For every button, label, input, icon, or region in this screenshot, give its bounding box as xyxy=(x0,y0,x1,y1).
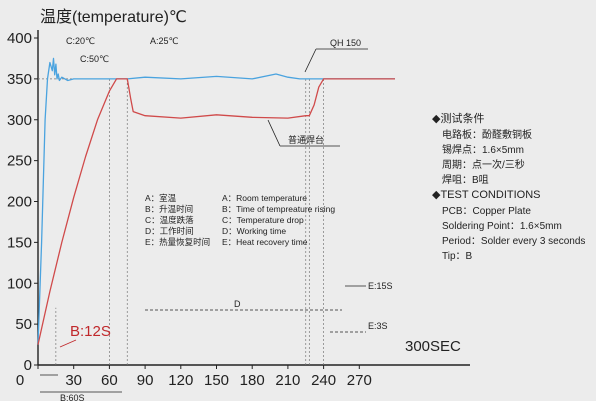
y-tick-label: 50 xyxy=(15,316,32,333)
legend-item-cn: A：室温 xyxy=(145,193,177,203)
x-tick-label: 210 xyxy=(275,372,300,389)
annotation-c20: C:20℃ xyxy=(66,36,95,46)
legend-item-en: C：Temperature drop xyxy=(222,215,304,225)
x-tick-label: 180 xyxy=(240,372,265,389)
conditions-cn-line: 焊咀：B咀 xyxy=(442,174,489,186)
qh150-pointer xyxy=(304,48,317,73)
b12-pointer xyxy=(59,339,77,348)
conditions-cn-title: ◆测试条件 xyxy=(432,111,484,125)
x-tick-label: 30 xyxy=(65,372,82,389)
y-tick-label: 300 xyxy=(7,112,32,129)
conditions-cn-line: 电路板：酚醛敷铜板 xyxy=(442,128,532,141)
conditions-en-line: Period：Solder every 3 seconds xyxy=(442,236,585,247)
series-line xyxy=(37,78,395,345)
y-tick-label: 150 xyxy=(7,234,32,251)
legend-item-cn: C：温度跌落 xyxy=(145,215,194,225)
legend-item-cn: D：工作时间 xyxy=(145,226,194,236)
x-tick-label: 120 xyxy=(168,372,193,389)
y-tick-label: 200 xyxy=(7,194,32,211)
y-tick-label: 100 xyxy=(7,275,32,292)
annotation-d: D xyxy=(234,299,241,309)
x-tick-label: 150 xyxy=(204,372,229,389)
y-tick-label: 400 xyxy=(7,30,32,47)
legend-item-en: A：Room temperature xyxy=(222,193,307,203)
y-tick-label: 350 xyxy=(7,71,32,88)
x-tick-label: 270 xyxy=(347,372,372,389)
conditions-en-title: ◆TEST CONDITIONS xyxy=(432,189,541,201)
annotation-normal: 普通焊台 xyxy=(288,134,324,145)
y-axis-label: 温度(temperature)℃ xyxy=(40,8,187,26)
series-lines xyxy=(37,57,395,345)
conditions-en-line: Tip：B xyxy=(442,251,473,262)
legend-item-en: B：Time of tempreature rising xyxy=(222,204,335,214)
conditions-cn-line: 周期：点一次/三秒 xyxy=(442,158,525,171)
annotation-b12: B:12S xyxy=(70,323,111,340)
x-end-label: 300SEC xyxy=(405,338,461,355)
test-conditions: ◆测试条件 电路板：酚醛敷铜板 锡焊点：1.6×5mm 周期：点一次/三秒 焊咀… xyxy=(432,111,585,262)
x-tick-label: 60 xyxy=(101,372,118,389)
conditions-en-line: PCB：Copper Plate xyxy=(442,206,531,217)
series-line xyxy=(37,57,395,345)
x-tick-label: 240 xyxy=(311,372,336,389)
legend-item-en: D：Working time xyxy=(222,226,286,236)
y-ticks: 0 50 100 150 200 250 300 350 400 xyxy=(7,30,38,374)
legend-block: A：室温 A：Room temperature B：升温时间 B：Time of te… xyxy=(145,193,335,247)
y-tick-label: 250 xyxy=(7,153,32,170)
annotation-e3: E:3S xyxy=(368,321,388,331)
legend-item-cn: E：热量恢复时间 xyxy=(145,237,210,247)
legend-item-en: E：Heat recovery time xyxy=(222,237,308,247)
annotation-qh150: QH 150 xyxy=(330,38,361,48)
x-ticks: 0 30 60 90 120 150 180 210 240 270 xyxy=(16,365,372,389)
legend-item-cn: B：升温时间 xyxy=(145,204,193,214)
annotation-b60: B:60S xyxy=(60,393,85,401)
conditions-cn-line: 锡焊点：1.6×5mm xyxy=(442,143,524,156)
annotation-e15: E:15S xyxy=(368,281,393,291)
y-tick-label: 0 xyxy=(24,357,32,374)
x-tick-label: 90 xyxy=(137,372,154,389)
normal-pointer xyxy=(267,119,281,147)
x-tick-label: 0 xyxy=(16,372,24,389)
annotation-c50: C:50℃ xyxy=(80,54,109,64)
annotation-a25: A:25℃ xyxy=(150,36,179,46)
conditions-en-line: Soldering Point：1.6×5mm xyxy=(442,221,562,232)
